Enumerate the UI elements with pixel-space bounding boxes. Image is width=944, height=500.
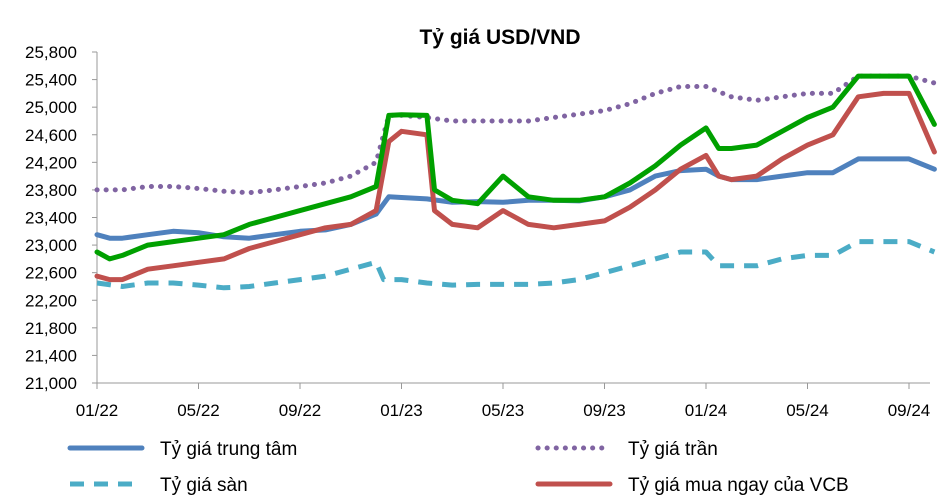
x-tick-label: 01/24: [685, 401, 728, 420]
legend-label: Tỷ giá trung tâm: [160, 439, 297, 460]
y-tick-label: 22,200: [25, 291, 77, 310]
y-tick-label: 25,000: [25, 98, 77, 117]
series-line-5: [94, 73, 937, 262]
chart-title: Tỷ giá USD/VND: [419, 26, 580, 49]
legend-label: Tỷ giá mua ngay của VCB: [628, 475, 849, 496]
y-tick-label: 25,800: [25, 43, 77, 62]
x-tick-label: 05/22: [177, 401, 220, 420]
y-tick-label: 24,600: [25, 126, 77, 145]
x-tick-label: 01/23: [380, 401, 423, 420]
x-tick-label: 01/22: [76, 401, 119, 420]
y-tick-label: 21,400: [25, 346, 77, 365]
y-tick-label: 25,400: [25, 71, 77, 90]
y-tick-label: 22,600: [25, 264, 77, 283]
legend-label: Tỷ giá sàn: [160, 475, 248, 496]
y-tick-label: 21,000: [25, 374, 77, 393]
series-line-4: [94, 90, 937, 283]
y-tick-label: 23,000: [25, 236, 77, 255]
y-tick-label: 23,800: [25, 181, 77, 200]
legend-label: Tỷ giá trần: [628, 439, 718, 460]
y-tick-label: 24,200: [25, 153, 77, 172]
series-line-3: [96, 239, 936, 291]
y-axis: 21,000 21,400 21,800 22,200 22,600 23,000 23,4…: [25, 43, 98, 393]
y-tick-label: 23,400: [25, 209, 77, 228]
x-tick-label: 09/22: [279, 401, 322, 420]
y-tick-label: 21,800: [25, 319, 77, 338]
series-layer: [94, 73, 937, 291]
x-axis: 01/22 05/22 09/22 01/23 05/23 09/23 01/24 05/24…: [76, 382, 931, 420]
x-tick-label: 05/24: [786, 401, 829, 420]
series-line-2: [94, 73, 937, 196]
x-tick-label: 05/23: [482, 401, 525, 420]
x-tick-label: 09/24: [888, 401, 931, 420]
legend: Tỷ giá trung tâm Tỷ giá trần Tỷ giá sàn Tỷ …: [67, 439, 849, 496]
series-line-1: [94, 156, 937, 241]
x-tick-label: 09/23: [583, 401, 626, 420]
